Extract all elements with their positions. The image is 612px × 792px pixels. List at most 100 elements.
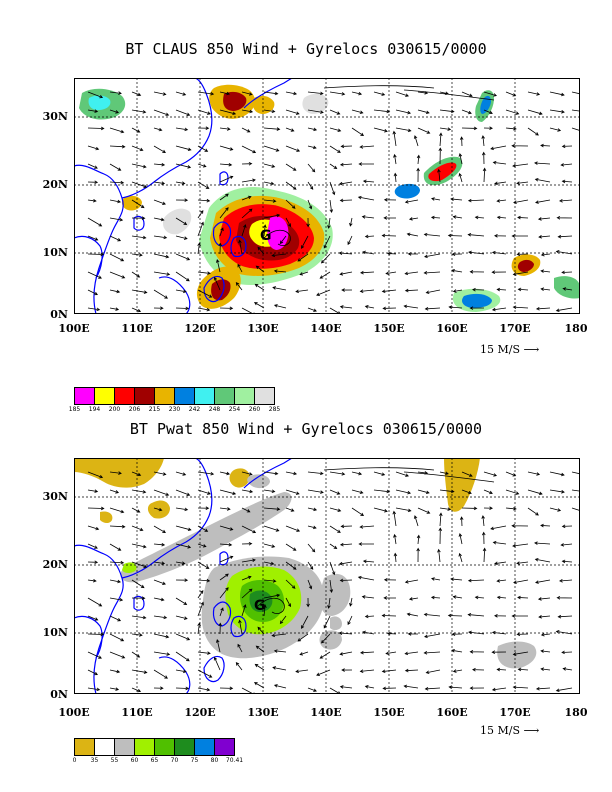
- colorbar-swatch: [95, 388, 115, 404]
- wind-vector: [512, 685, 529, 690]
- wind-vector: [364, 234, 375, 239]
- wind-vector: [549, 507, 562, 512]
- wind-vector: [306, 597, 310, 608]
- wind-vector: [347, 615, 353, 626]
- lat-label: 30N: [42, 490, 68, 503]
- wind-vector: [512, 163, 529, 168]
- wind-vector: [511, 524, 529, 528]
- wind-vector: [562, 667, 573, 671]
- wind-vector: [271, 633, 287, 638]
- wind-vector: [439, 507, 452, 511]
- wind-vector: [534, 557, 551, 563]
- wind-vector: [364, 305, 375, 309]
- wind-vector: [255, 645, 265, 653]
- wind-vector: [197, 109, 211, 115]
- wind-vector: [175, 198, 189, 202]
- wind-vector: [505, 489, 520, 495]
- wind-vector: [131, 687, 142, 693]
- wind-vector: [357, 575, 375, 581]
- wind-vector: [213, 656, 221, 671]
- wind-vector: [153, 507, 163, 512]
- wind-vector: [482, 547, 487, 563]
- wind-vector: [153, 91, 167, 96]
- vector-ref-arrow-icon: ⟶: [523, 343, 540, 356]
- wind-vector: [451, 648, 463, 653]
- wind-vector: [87, 506, 105, 511]
- wind-vector: [494, 181, 507, 186]
- wind-vector: [153, 235, 168, 240]
- wind-vector: [561, 144, 573, 149]
- wind-vector: [285, 91, 298, 96]
- wind-vector: [505, 471, 517, 477]
- wind-vector: [131, 271, 141, 278]
- lon-label: 150E: [373, 322, 405, 335]
- wind-vector: [467, 232, 485, 237]
- lat-label: 10N: [42, 626, 68, 639]
- lon-label: 140E: [310, 706, 342, 719]
- wind-vector: [153, 145, 166, 153]
- wind-vector: [263, 224, 267, 237]
- wind-vector: [241, 178, 256, 183]
- wind-vector: [423, 651, 441, 655]
- wind-vector: [329, 109, 341, 115]
- wind-vector: [153, 253, 170, 259]
- wind-vector: [364, 614, 375, 619]
- wind-vector: [219, 127, 231, 131]
- wind-vector: [403, 684, 419, 689]
- wind-vector: [279, 615, 287, 625]
- wind-vector: [109, 669, 121, 674]
- wind-vector: [87, 525, 100, 531]
- wind-vector: [241, 525, 257, 534]
- wind-vector: [537, 217, 551, 221]
- wind-vector: [87, 651, 102, 659]
- wind-vector: [307, 109, 324, 114]
- wind-vector: [219, 507, 231, 511]
- wind-vector: [452, 669, 463, 673]
- wind-vector: [218, 242, 223, 255]
- wind-vector: [407, 252, 419, 256]
- wind-vector: [381, 289, 397, 294]
- wind-vector: [197, 578, 211, 583]
- wind-vector: [329, 145, 341, 153]
- lon-label: 110E: [121, 706, 153, 719]
- wind-vector: [219, 573, 229, 581]
- colorbar-tick-label: 248: [208, 406, 221, 413]
- wind-vector: [383, 216, 397, 220]
- wind-vector: [197, 543, 207, 548]
- lat-label: 0N: [50, 688, 68, 701]
- wind-vector: [153, 489, 170, 497]
- wind-vector: [216, 639, 221, 653]
- colorbar-tick-label: 35: [90, 757, 99, 764]
- wind-vector: [395, 471, 409, 477]
- colorbar-swatch: [95, 739, 115, 755]
- wind-vector: [351, 507, 365, 517]
- wind-vector: [87, 669, 98, 676]
- wind-vector: [307, 199, 313, 210]
- wind-vector: [513, 199, 529, 204]
- colorbar-swatch: [115, 739, 135, 755]
- wind-vector: [481, 135, 485, 147]
- wind-vector: [491, 307, 507, 312]
- wind-vector: [341, 288, 353, 292]
- wind-vector: [351, 489, 364, 494]
- lat-label: 20N: [42, 178, 68, 191]
- wind-vector: [516, 561, 529, 565]
- wind-vector: [339, 542, 353, 547]
- wind-vectors: [87, 91, 580, 314]
- wind-vector: [175, 271, 190, 282]
- colorbar-tick-label: 254: [228, 406, 241, 413]
- wind-vector: [329, 543, 338, 550]
- wind-vector: [197, 601, 204, 617]
- wind-vector: [295, 289, 309, 294]
- wind-vector: [109, 543, 122, 551]
- wind-vector: [307, 687, 317, 692]
- wind-vector: [452, 595, 463, 599]
- wind-vector: [263, 213, 281, 219]
- lat-label: 10N: [42, 246, 68, 259]
- wind-vector: [461, 109, 472, 115]
- wind-vector: [538, 615, 551, 619]
- wind-vector: [241, 145, 257, 154]
- wind-vector: [197, 163, 207, 168]
- wind-vector: [257, 626, 265, 635]
- wind-vector: [540, 252, 551, 257]
